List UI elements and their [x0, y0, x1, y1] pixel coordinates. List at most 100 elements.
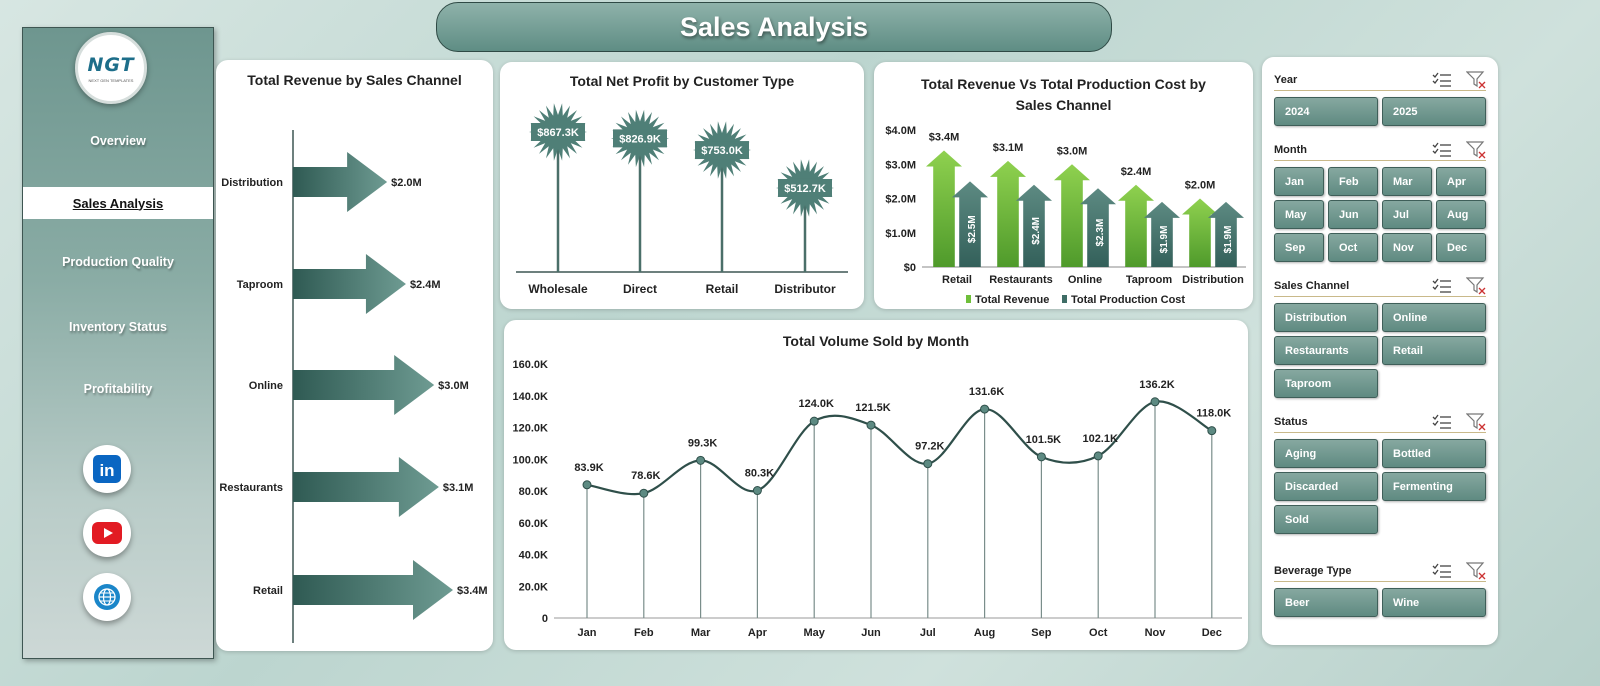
y-tick-label: 100.0K — [513, 454, 549, 466]
multi-select-icon[interactable] — [1432, 278, 1452, 294]
data-label: 131.6K — [969, 386, 1005, 398]
revenue-label: $2.0M — [1185, 180, 1216, 192]
multi-select-icon[interactable] — [1432, 142, 1452, 158]
nav-sales-analysis[interactable]: Sales Analysis — [23, 187, 213, 219]
clear-filter-icon[interactable] — [1466, 140, 1486, 159]
website-button[interactable] — [83, 573, 131, 621]
filter-header: Month — [1274, 139, 1486, 161]
cost-label: $1.9M — [1159, 226, 1170, 254]
filter-actions — [1432, 276, 1486, 295]
filter-label: Beverage Type — [1274, 564, 1352, 577]
filter-option-distribution[interactable]: Distribution — [1274, 303, 1378, 332]
category-label: Distribution — [1182, 274, 1244, 286]
y-tick-label: 0 — [542, 613, 548, 625]
youtube-button[interactable] — [83, 509, 131, 557]
filter-header: Beverage Type — [1274, 560, 1486, 582]
clear-filter-icon[interactable] — [1466, 412, 1486, 431]
multi-select-icon[interactable] — [1432, 563, 1452, 579]
data-point — [809, 416, 819, 426]
nav-inventory-status[interactable]: Inventory Status — [69, 320, 167, 334]
data-label: $753.0K — [701, 145, 743, 157]
filter-option-feb[interactable]: Feb — [1328, 167, 1378, 196]
x-tick-label: Oct — [1089, 627, 1108, 639]
filter-option-aug[interactable]: Aug — [1436, 200, 1486, 229]
nav-overview[interactable]: Overview — [90, 134, 146, 148]
filter-option-jun[interactable]: Jun — [1328, 200, 1378, 229]
multi-select-icon[interactable] — [1432, 72, 1452, 88]
nav-production-quality[interactable]: Production Quality — [62, 255, 174, 269]
y-tick-label: $1.0M — [885, 228, 916, 240]
revenue-vs-cost-card: Total Revenue Vs Total Production Cost b… — [874, 62, 1253, 309]
data-point — [1036, 452, 1046, 462]
data-label: 99.3K — [688, 437, 717, 449]
data-point — [582, 480, 592, 490]
data-label: 124.0K — [798, 398, 834, 410]
filter-option-wine[interactable]: Wine — [1382, 588, 1486, 617]
filter-option-oct[interactable]: Oct — [1328, 233, 1378, 262]
y-tick-label: 80.0K — [519, 486, 548, 498]
filter-options: 2024 2025 — [1274, 97, 1486, 126]
x-tick-label: Apr — [748, 627, 768, 639]
filter-option-mar[interactable]: Mar — [1382, 167, 1432, 196]
data-label: $512.7K — [784, 183, 826, 195]
filter-option-retail[interactable]: Retail — [1382, 336, 1486, 365]
filter-option-sep[interactable]: Sep — [1274, 233, 1324, 262]
x-tick-label: Jul — [920, 627, 936, 639]
bar-arrow — [293, 254, 406, 314]
data-label: $2.0M — [391, 177, 422, 189]
data-point — [980, 404, 990, 414]
filter-option-2025[interactable]: 2025 — [1382, 97, 1486, 126]
legend-swatch-cost — [1062, 295, 1067, 303]
category-label: Retail — [253, 585, 283, 597]
filter-option-fermenting[interactable]: Fermenting — [1382, 472, 1486, 501]
category-label: Restaurants — [219, 482, 283, 494]
category-label: Distributor — [774, 282, 836, 296]
cost-arrow — [1080, 188, 1116, 267]
logo-subtitle: NEXT GEN TEMPLATES — [88, 77, 134, 83]
filter-option-taproom[interactable]: Taproom — [1274, 369, 1378, 398]
volume-by-month-title: Total Volume Sold by Month — [782, 333, 970, 349]
filter-group-month: Month Jan Feb Mar Apr May Jun Jul Aug Sep Oct Nov De… — [1274, 139, 1486, 262]
filter-option-online[interactable]: Online — [1382, 303, 1486, 332]
data-point — [866, 420, 876, 430]
label-box — [695, 141, 749, 160]
data-label: 102.1K — [1082, 433, 1118, 445]
x-tick-label: Nov — [1145, 627, 1167, 639]
filter-option-jan[interactable]: Jan — [1274, 167, 1324, 196]
filter-options: Jan Feb Mar Apr May Jun Jul Aug Sep Oct Nov Dec — [1274, 167, 1486, 262]
linkedin-button[interactable]: in — [83, 445, 131, 493]
clear-filter-icon[interactable] — [1466, 70, 1486, 89]
multi-select-icon[interactable] — [1432, 414, 1452, 430]
net-profit-card: Total Net Profit by Customer Type $867.3… — [500, 62, 864, 309]
filter-option-discarded[interactable]: Discarded — [1274, 472, 1378, 501]
filter-option-apr[interactable]: Apr — [1436, 167, 1486, 196]
y-tick-label: 120.0K — [513, 423, 549, 435]
cost-arrow — [1144, 201, 1180, 267]
revenue-label: $2.4M — [1121, 166, 1152, 178]
filter-option-restaurants[interactable]: Restaurants — [1274, 336, 1378, 365]
cost-arrow — [1208, 201, 1244, 267]
filter-option-may[interactable]: May — [1274, 200, 1324, 229]
clear-filter-icon[interactable] — [1466, 276, 1486, 295]
series-line — [586, 400, 1213, 496]
nav-profitability[interactable]: Profitability — [83, 382, 153, 396]
data-point — [639, 488, 649, 498]
y-tick-label: $3.0M — [885, 159, 916, 171]
clear-filter-icon[interactable] — [1466, 561, 1486, 580]
label-box — [778, 178, 832, 197]
net-profit-chart: $867.3K Wholesale $826.9K Direct $753.0K Reta… — [516, 103, 848, 296]
filter-option-jul[interactable]: Jul — [1382, 200, 1432, 229]
filter-options: Beer Wine — [1274, 588, 1486, 617]
x-tick-label: Jan — [578, 627, 597, 639]
y-tick-label: $0 — [904, 262, 916, 274]
data-label: $3.4M — [457, 585, 488, 597]
filter-option-bottled[interactable]: Bottled — [1382, 439, 1486, 468]
filter-option-nov[interactable]: Nov — [1382, 233, 1432, 262]
filter-actions — [1432, 70, 1486, 89]
filter-option-beer[interactable]: Beer — [1274, 588, 1378, 617]
filter-option-2024[interactable]: 2024 — [1274, 97, 1378, 126]
filter-label: Year — [1274, 73, 1298, 86]
filter-option-aging[interactable]: Aging — [1274, 439, 1378, 468]
filter-option-dec[interactable]: Dec — [1436, 233, 1486, 262]
filter-option-sold[interactable]: Sold — [1274, 505, 1378, 534]
